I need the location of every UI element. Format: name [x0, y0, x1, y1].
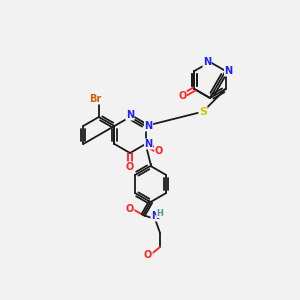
Text: O: O — [144, 250, 152, 260]
Text: H: H — [157, 208, 164, 217]
Text: O: O — [178, 91, 186, 101]
Text: S: S — [199, 106, 207, 117]
Text: Br: Br — [89, 94, 101, 104]
Text: N: N — [203, 57, 211, 67]
Text: O: O — [126, 162, 134, 172]
Text: N: N — [224, 66, 233, 76]
Text: N: N — [145, 121, 153, 131]
Text: N: N — [151, 211, 159, 221]
Text: N: N — [145, 139, 153, 149]
Text: O: O — [126, 203, 134, 214]
Text: N: N — [126, 110, 134, 120]
Text: O: O — [154, 146, 163, 156]
